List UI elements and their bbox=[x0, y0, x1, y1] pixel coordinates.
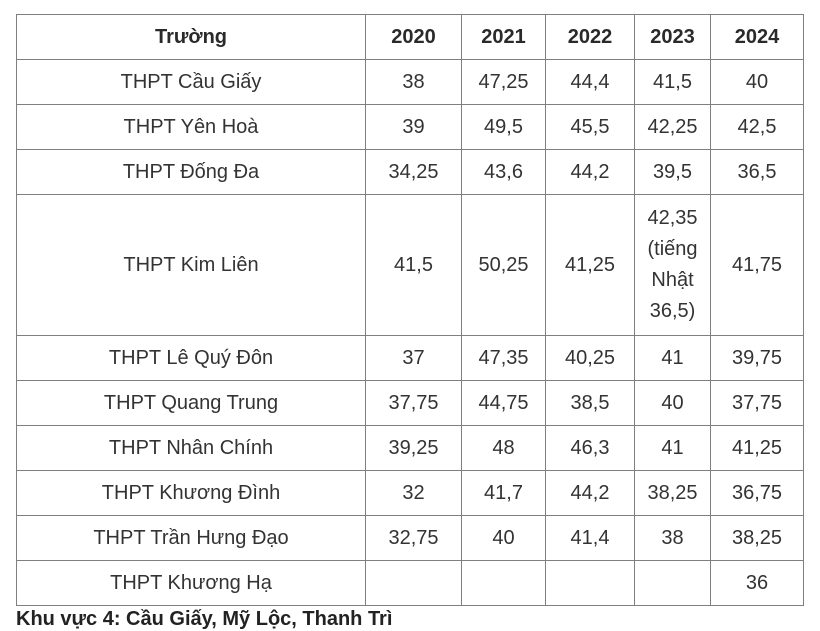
table-row: THPT Kim Liên 41,5 50,25 41,25 42,35 (ti… bbox=[16, 194, 804, 336]
school-name: THPT Đống Đa bbox=[16, 149, 366, 195]
school-name: THPT Lê Quý Đôn bbox=[16, 335, 366, 381]
score-2022: 44,4 bbox=[545, 59, 635, 105]
score-2023: 39,5 bbox=[634, 149, 711, 195]
score-2024: 38,25 bbox=[710, 515, 804, 561]
score-2020 bbox=[365, 560, 462, 606]
score-2021: 47,25 bbox=[461, 59, 546, 105]
score-2020: 38 bbox=[365, 59, 462, 105]
score-table: Trường 2020 2021 2022 2023 2024 THPT Cầu… bbox=[16, 14, 804, 606]
table-row: THPT Yên Hoà 39 49,5 45,5 42,25 42,5 bbox=[16, 104, 804, 150]
note-line: Nhật bbox=[651, 269, 694, 291]
score-2021 bbox=[461, 560, 546, 606]
header-2020: 2020 bbox=[365, 14, 462, 60]
score-2020: 34,25 bbox=[365, 149, 462, 195]
score-2024: 39,75 bbox=[710, 335, 804, 381]
score-2023: 38 bbox=[634, 515, 711, 561]
score-2022: 46,3 bbox=[545, 425, 635, 471]
note-line: 36,5) bbox=[649, 300, 696, 322]
score-2021: 47,35 bbox=[461, 335, 546, 381]
table-row: THPT Đống Đa 34,25 43,6 44,2 39,5 36,5 bbox=[16, 149, 804, 195]
score-2022: 45,5 bbox=[545, 104, 635, 150]
score-2020: 32 bbox=[365, 470, 462, 516]
note-line: 42,35 bbox=[647, 207, 698, 229]
score-2022 bbox=[545, 560, 635, 606]
score-2022: 44,2 bbox=[545, 149, 635, 195]
school-name: THPT Kim Liên bbox=[16, 194, 366, 336]
table-row: THPT Khương Hạ 36 bbox=[16, 560, 804, 606]
score-2024: 40 bbox=[710, 59, 804, 105]
score-2023: 41,5 bbox=[634, 59, 711, 105]
table-row: THPT Quang Trung 37,75 44,75 38,5 40 37,… bbox=[16, 380, 804, 426]
score-2023: 38,25 bbox=[634, 470, 711, 516]
school-name: THPT Quang Trung bbox=[16, 380, 366, 426]
school-name: THPT Trần Hưng Đạo bbox=[16, 515, 366, 561]
school-name: THPT Cầu Giấy bbox=[16, 59, 366, 105]
score-2024: 41,25 bbox=[710, 425, 804, 471]
score-2022: 41,4 bbox=[545, 515, 635, 561]
header-school: Trường bbox=[16, 14, 366, 60]
header-2022: 2022 bbox=[545, 14, 635, 60]
school-name: THPT Nhân Chính bbox=[16, 425, 366, 471]
table-row: THPT Cầu Giấy 38 47,25 44,4 41,5 40 bbox=[16, 59, 804, 105]
score-2021: 43,6 bbox=[461, 149, 546, 195]
score-2024: 36,5 bbox=[710, 149, 804, 195]
score-2023: 41 bbox=[634, 335, 711, 381]
score-2020: 41,5 bbox=[365, 194, 462, 336]
score-2020: 32,75 bbox=[365, 515, 462, 561]
table-row: THPT Lê Quý Đôn 37 47,35 40,25 41 39,75 bbox=[16, 335, 804, 381]
score-2021: 48 bbox=[461, 425, 546, 471]
school-name: THPT Khương Hạ bbox=[16, 560, 366, 606]
school-name: THPT Khương Đình bbox=[16, 470, 366, 516]
score-2024: 36,75 bbox=[710, 470, 804, 516]
table-row: THPT Khương Đình 32 41,7 44,2 38,25 36,7… bbox=[16, 470, 804, 516]
score-2023: 42,25 bbox=[634, 104, 711, 150]
score-2020: 37 bbox=[365, 335, 462, 381]
header-2024: 2024 bbox=[710, 14, 804, 60]
table-row: THPT Trần Hưng Đạo 32,75 40 41,4 38 38,2… bbox=[16, 515, 804, 561]
score-2020: 39,25 bbox=[365, 425, 462, 471]
score-2024: 42,5 bbox=[710, 104, 804, 150]
score-2021: 44,75 bbox=[461, 380, 546, 426]
score-2024: 37,75 bbox=[710, 380, 804, 426]
header-row: Trường 2020 2021 2022 2023 2024 bbox=[16, 14, 804, 60]
table-row: THPT Nhân Chính 39,25 48 46,3 41 41,25 bbox=[16, 425, 804, 471]
score-2021: 41,7 bbox=[461, 470, 546, 516]
score-2023: 40 bbox=[634, 380, 711, 426]
school-name: THPT Yên Hoà bbox=[16, 104, 366, 150]
score-2023-note: 42,35 (tiếng Nhật 36,5) bbox=[634, 194, 711, 336]
score-2024: 41,75 bbox=[710, 194, 804, 336]
score-2023 bbox=[634, 560, 711, 606]
score-2022: 44,2 bbox=[545, 470, 635, 516]
score-2023: 41 bbox=[634, 425, 711, 471]
score-2022: 40,25 bbox=[545, 335, 635, 381]
score-2020: 37,75 bbox=[365, 380, 462, 426]
score-2022: 41,25 bbox=[545, 194, 635, 336]
score-2021: 49,5 bbox=[461, 104, 546, 150]
score-2021: 40 bbox=[461, 515, 546, 561]
section-caption: Khu vực 4: Cầu Giấy, Mỹ Lộc, Thanh Trì bbox=[16, 608, 393, 630]
header-2021: 2021 bbox=[461, 14, 546, 60]
header-2023: 2023 bbox=[634, 14, 711, 60]
score-2024: 36 bbox=[710, 560, 804, 606]
note-line: (tiếng bbox=[647, 238, 698, 260]
score-2020: 39 bbox=[365, 104, 462, 150]
score-2021: 50,25 bbox=[461, 194, 546, 336]
score-2022: 38,5 bbox=[545, 380, 635, 426]
